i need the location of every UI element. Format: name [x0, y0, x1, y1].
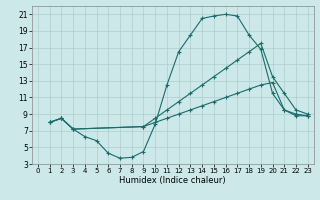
X-axis label: Humidex (Indice chaleur): Humidex (Indice chaleur) — [119, 176, 226, 185]
